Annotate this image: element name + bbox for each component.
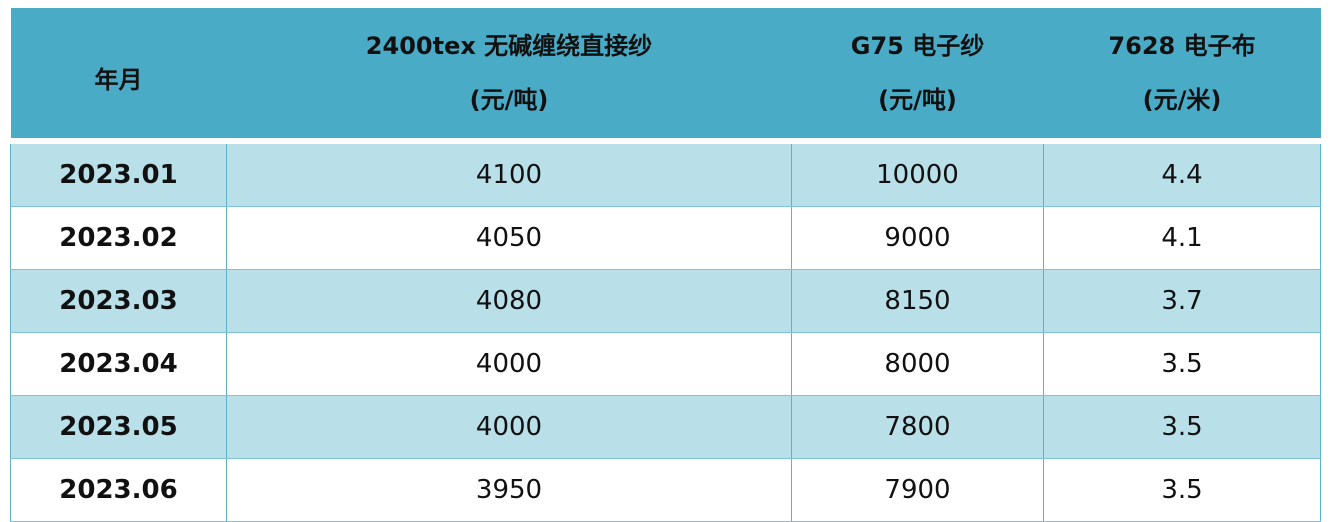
- cell-cloth: 3.5: [1043, 458, 1321, 522]
- header-roving: 2400tex 无碱缠绕直接纱 (元/吨): [226, 8, 792, 144]
- cell-roving: 4080: [226, 269, 792, 333]
- cell-month: 2023.04: [10, 332, 227, 396]
- header-g75: G75 电子纱 (元/吨): [791, 8, 1044, 144]
- cell-g75: 7900: [791, 458, 1044, 522]
- cell-g75: 7800: [791, 395, 1044, 459]
- cell-cloth: 3.7: [1043, 269, 1321, 333]
- cell-month: 2023.02: [10, 206, 227, 270]
- cell-g75: 9000: [791, 206, 1044, 270]
- header-g75-label: G75 电子纱: [850, 32, 985, 60]
- cell-cloth: 4.1: [1043, 206, 1321, 270]
- cell-roving: 4000: [226, 395, 792, 459]
- cell-g75: 8000: [791, 332, 1044, 396]
- table-body: 2023.01 4100 10000 4.4 2023.02 4050 9000…: [10, 140, 1321, 522]
- cell-month: 2023.03: [10, 269, 227, 333]
- table-row: 2023.01 4100 10000 4.4: [10, 140, 1321, 207]
- header-roving-unit: (元/吨): [469, 86, 549, 114]
- cell-roving: 3950: [226, 458, 792, 522]
- table-row: 2023.04 4000 8000 3.5: [10, 332, 1321, 396]
- header-g75-unit: (元/吨): [878, 86, 957, 114]
- cell-month: 2023.05: [10, 395, 227, 459]
- cell-month: 2023.06: [10, 458, 227, 522]
- cell-roving: 4100: [226, 140, 792, 207]
- cell-cloth: 4.4: [1043, 140, 1321, 207]
- header-cloth: 7628 电子布 (元/米): [1043, 8, 1321, 144]
- cell-roving: 4000: [226, 332, 792, 396]
- header-month: 年月: [10, 8, 227, 144]
- table-row: 2023.02 4050 9000 4.1: [10, 206, 1321, 270]
- header-cloth-label: 7628 电子布: [1108, 32, 1256, 60]
- header-roving-label: 2400tex 无碱缠绕直接纱: [365, 32, 653, 60]
- header-row: 年月 2400tex 无碱缠绕直接纱 (元/吨) G75 电子纱 (元/吨) 7…: [10, 8, 1321, 144]
- cell-month: 2023.01: [10, 140, 227, 207]
- cell-g75: 8150: [791, 269, 1044, 333]
- table-row: 2023.03 4080 8150 3.7: [10, 269, 1321, 333]
- header-month-label: 年月: [94, 66, 143, 94]
- table-row: 2023.06 3950 7900 3.5: [10, 458, 1321, 522]
- price-table: 年月 2400tex 无碱缠绕直接纱 (元/吨) G75 电子纱 (元/吨) 7…: [10, 8, 1321, 522]
- cell-roving: 4050: [226, 206, 792, 270]
- cell-cloth: 3.5: [1043, 395, 1321, 459]
- cell-cloth: 3.5: [1043, 332, 1321, 396]
- cell-g75: 10000: [791, 140, 1044, 207]
- header-cloth-unit: (元/米): [1142, 86, 1222, 114]
- table-header: 年月 2400tex 无碱缠绕直接纱 (元/吨) G75 电子纱 (元/吨) 7…: [10, 8, 1321, 144]
- table-row: 2023.05 4000 7800 3.5: [10, 395, 1321, 459]
